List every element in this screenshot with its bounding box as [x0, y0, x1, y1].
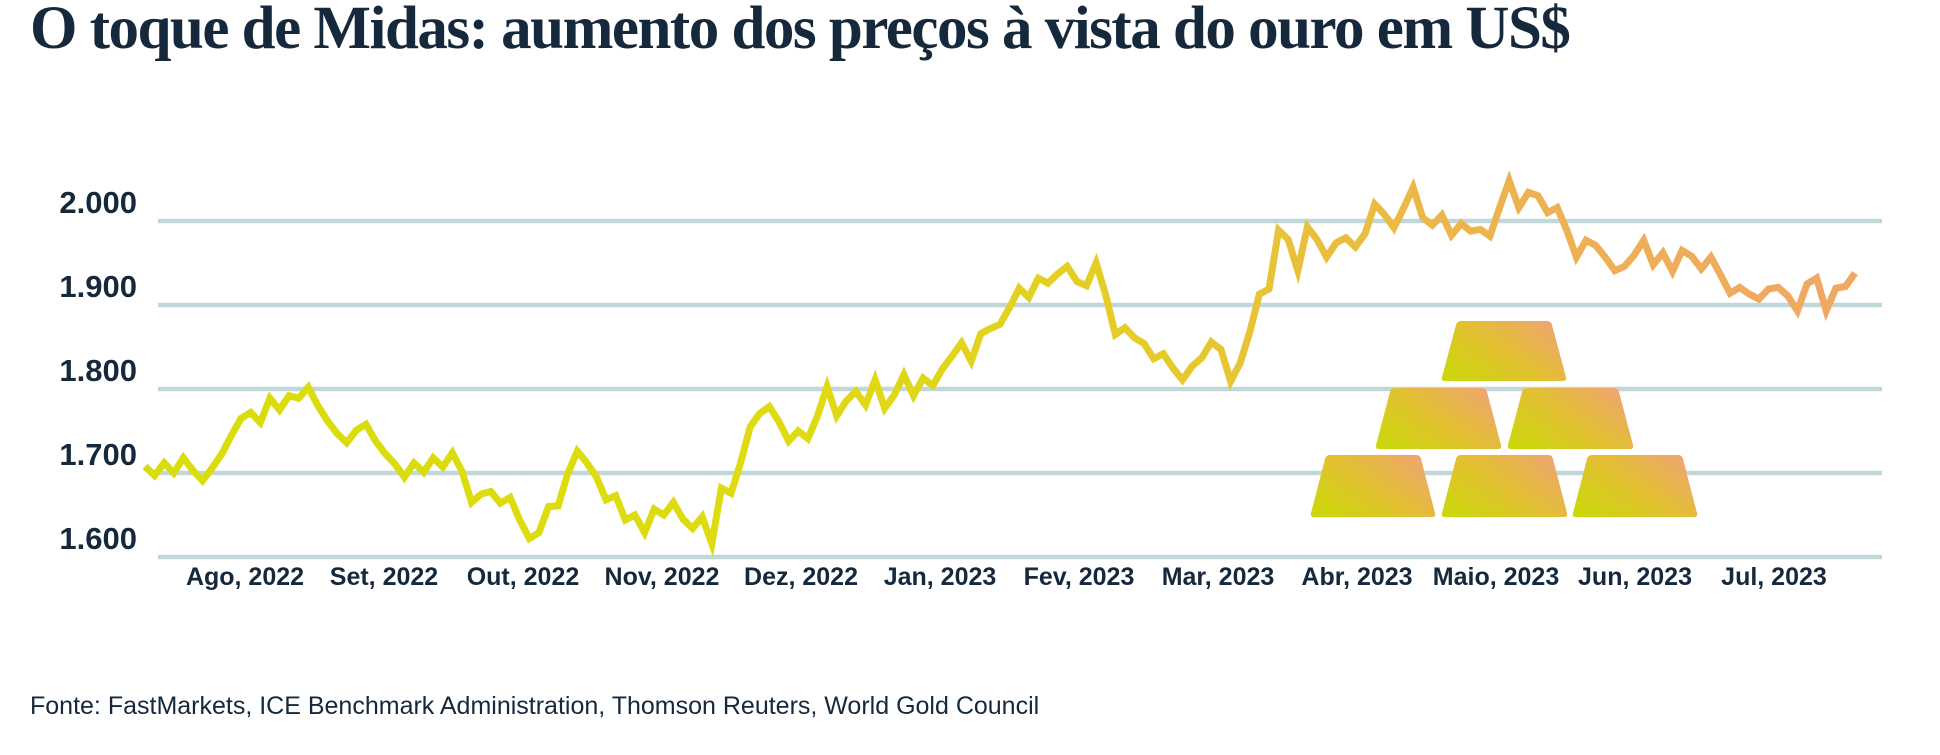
x-tick-label: Nov, 2022: [605, 563, 720, 591]
gold-bar: [1441, 321, 1567, 381]
x-tick-label: Jul, 2023: [1721, 563, 1827, 591]
x-tick-label: Jan, 2023: [884, 563, 997, 591]
y-tick-label: 1.800: [59, 353, 137, 388]
x-tick-label: Fev, 2023: [1024, 563, 1135, 591]
gold-bar: [1375, 388, 1502, 449]
x-tick-label: Ago, 2022: [186, 563, 304, 591]
y-tick-label: 1.900: [59, 269, 137, 304]
source-note: Fonte: FastMarkets, ICE Benchmark Admini…: [30, 692, 1040, 720]
x-tick-label: Set, 2022: [330, 563, 438, 591]
chart-title: O toque de Midas: aumento dos preços à v…: [30, 0, 1571, 62]
y-tick-label: 1.600: [59, 521, 137, 556]
gold-bar: [1441, 455, 1568, 517]
gold-bar: [1310, 455, 1436, 517]
x-tick-label: Jun, 2023: [1578, 563, 1692, 591]
y-tick-label: 1.700: [59, 437, 137, 472]
x-tick-label: Maio, 2023: [1433, 563, 1559, 591]
y-tick-label: 2.000: [59, 185, 137, 220]
gold-price-line: [142, 170, 1858, 558]
x-tick-label: Out, 2022: [467, 563, 580, 591]
x-tick-label: Mar, 2023: [1162, 563, 1275, 591]
x-tick-label: Dez, 2022: [744, 563, 858, 591]
gold-bar: [1572, 455, 1698, 517]
gold-bar: [1507, 388, 1634, 449]
x-tick-label: Abr, 2023: [1301, 563, 1412, 591]
